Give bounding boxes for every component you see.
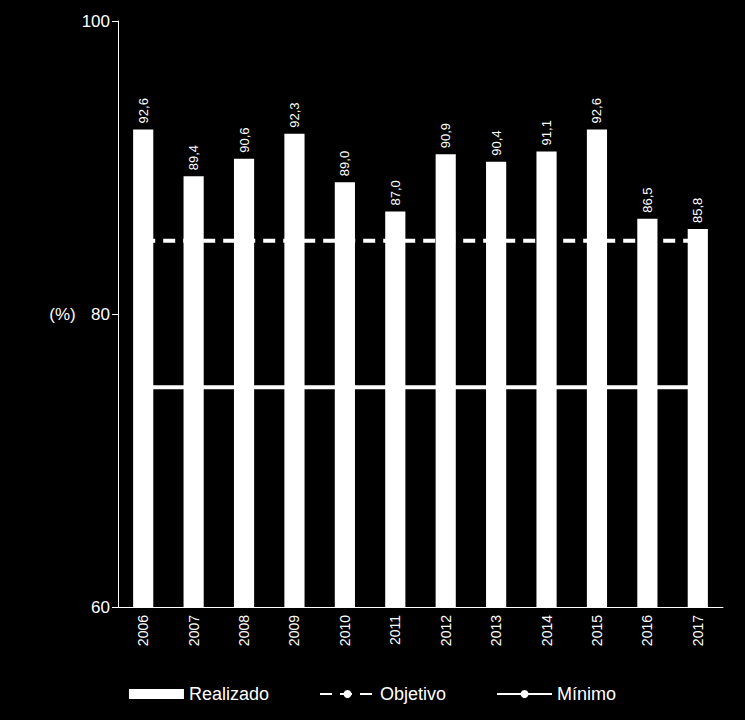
svg-text:80: 80 xyxy=(91,305,110,324)
svg-text:2007: 2007 xyxy=(186,615,202,646)
svg-text:90,9: 90,9 xyxy=(438,123,453,148)
svg-text:92,3: 92,3 xyxy=(287,102,302,127)
svg-text:90,6: 90,6 xyxy=(237,127,252,152)
svg-text:2017: 2017 xyxy=(690,615,706,646)
svg-text:2010: 2010 xyxy=(337,615,353,646)
svg-text:89,4: 89,4 xyxy=(186,145,201,170)
svg-text:(%): (%) xyxy=(49,305,75,324)
svg-text:89,0: 89,0 xyxy=(337,151,352,176)
svg-text:92,6: 92,6 xyxy=(136,98,151,123)
svg-text:2013: 2013 xyxy=(488,615,504,646)
svg-text:60: 60 xyxy=(91,598,110,617)
svg-text:2015: 2015 xyxy=(589,615,605,646)
svg-text:2014: 2014 xyxy=(539,615,555,646)
svg-text:90,4: 90,4 xyxy=(489,130,504,155)
svg-text:2006: 2006 xyxy=(135,615,151,646)
svg-text:86,5: 86,5 xyxy=(640,187,655,212)
svg-text:92,6: 92,6 xyxy=(589,98,604,123)
svg-text:2011: 2011 xyxy=(387,615,403,645)
svg-text:Realizado: Realizado xyxy=(189,684,269,704)
svg-text:2016: 2016 xyxy=(639,615,655,646)
svg-text:85,8: 85,8 xyxy=(690,198,705,223)
svg-text:100: 100 xyxy=(82,12,110,31)
svg-text:2008: 2008 xyxy=(236,615,252,646)
svg-text:87,0: 87,0 xyxy=(388,180,403,205)
svg-text:2012: 2012 xyxy=(438,615,454,646)
svg-text:91,1: 91,1 xyxy=(539,120,554,145)
svg-text:Objetivo: Objetivo xyxy=(380,684,446,704)
svg-text:Mínimo: Mínimo xyxy=(557,684,616,704)
svg-text:2009: 2009 xyxy=(286,615,302,646)
